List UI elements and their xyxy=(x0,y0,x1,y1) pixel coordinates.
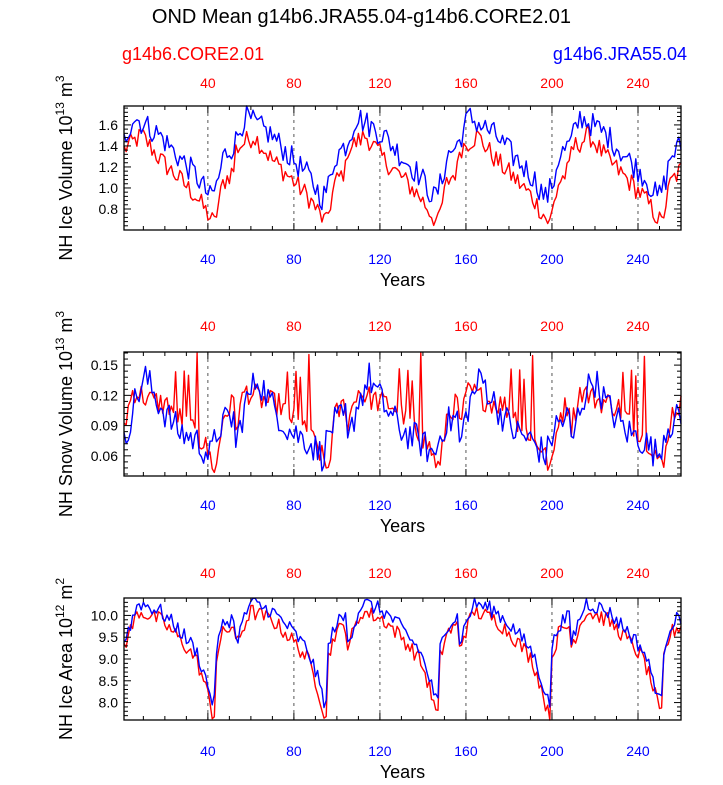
x-tick-label-bottom: 240 xyxy=(626,743,650,759)
x-tick-label-bottom: 80 xyxy=(286,743,302,759)
x-tick-label-bottom: 240 xyxy=(626,497,650,513)
x-tick-label-top: 40 xyxy=(200,318,216,334)
x-tick-label-bottom: 120 xyxy=(368,497,392,513)
y-tick-label: 1.2 xyxy=(99,159,119,175)
y-tick-label: 10.0 xyxy=(91,607,118,623)
y-tick-label: 8.5 xyxy=(99,673,119,689)
x-tick-label-bottom: 40 xyxy=(200,743,216,759)
x-tick-label-top: 40 xyxy=(200,75,216,91)
x-tick-label-bottom: 120 xyxy=(368,743,392,759)
y-tick-label: 0.8 xyxy=(99,201,119,217)
series-line-jra-panel2 xyxy=(123,362,682,472)
x-tick-label-top: 120 xyxy=(368,75,392,91)
x-tick-label-bottom: 200 xyxy=(540,251,564,267)
series-line-jra-panel3 xyxy=(123,597,682,709)
y-tick-label: 1.6 xyxy=(99,117,119,133)
y-tick-label: 9.0 xyxy=(99,651,119,667)
x-tick-label-top: 200 xyxy=(540,318,564,334)
x-tick-label-top: 240 xyxy=(626,318,650,334)
x-tick-label-top: 200 xyxy=(540,565,564,581)
x-tick-label-top: 240 xyxy=(626,565,650,581)
x-tick-label-bottom: 160 xyxy=(454,497,478,513)
plot-frame-panel1 xyxy=(123,105,682,231)
y-tick-label: 1.4 xyxy=(99,138,119,154)
y-tick-label: 0.09 xyxy=(91,418,118,434)
y-tick-label: 8.0 xyxy=(99,695,119,711)
x-tick-label-bottom: 40 xyxy=(200,497,216,513)
x-tick-label-top: 80 xyxy=(286,318,302,334)
x-tick-label-bottom: 160 xyxy=(454,251,478,267)
x-tick-label-top: 200 xyxy=(540,75,564,91)
plot-frame-panel2 xyxy=(123,351,682,477)
x-tick-label-bottom: 80 xyxy=(286,497,302,513)
series-line-core-panel1 xyxy=(123,125,682,227)
chart-title: OND Mean g14b6.JRA55.04-g14b6.CORE2.01 xyxy=(151,6,572,28)
x-tick-label-top: 240 xyxy=(626,75,650,91)
legend-core: g14b6.CORE2.01 xyxy=(122,44,265,64)
x-tick-label-bottom: 160 xyxy=(454,743,478,759)
x-tick-label-top: 160 xyxy=(454,75,478,91)
series-line-core-panel2 xyxy=(123,351,682,474)
x-axis-title: Years xyxy=(380,270,425,290)
y-tick-label: 0.06 xyxy=(91,448,118,464)
x-axis-title: Years xyxy=(380,762,425,782)
x-tick-label-bottom: 80 xyxy=(286,251,302,267)
x-tick-label-top: 80 xyxy=(286,565,302,581)
y-tick-label: 0.12 xyxy=(91,387,118,403)
x-tick-label-bottom: 120 xyxy=(368,251,392,267)
y-axis-title: NH Snow Volume 1013 m3 xyxy=(53,311,76,517)
x-tick-label-top: 120 xyxy=(368,565,392,581)
x-tick-label-top: 40 xyxy=(200,565,216,581)
y-axis-title: NH Ice Volume 1013 m3 xyxy=(53,75,76,260)
y-tick-label: 0.15 xyxy=(91,357,118,373)
x-tick-label-bottom: 240 xyxy=(626,251,650,267)
x-tick-label-top: 160 xyxy=(454,318,478,334)
series-line-jra-panel1 xyxy=(123,105,682,211)
legend-jra: g14b6.JRA55.04 xyxy=(552,44,687,64)
x-tick-label-top: 80 xyxy=(286,75,302,91)
x-tick-label-bottom: 200 xyxy=(540,743,564,759)
y-axis-title: NH Ice Area 1012 m2 xyxy=(53,578,76,740)
y-tick-label: 1.0 xyxy=(99,180,119,196)
x-tick-label-top: 160 xyxy=(454,565,478,581)
x-axis-title: Years xyxy=(380,516,425,536)
x-tick-label-bottom: 40 xyxy=(200,251,216,267)
x-tick-label-bottom: 200 xyxy=(540,497,564,513)
y-tick-label: 9.5 xyxy=(99,629,119,645)
x-tick-label-top: 120 xyxy=(368,318,392,334)
